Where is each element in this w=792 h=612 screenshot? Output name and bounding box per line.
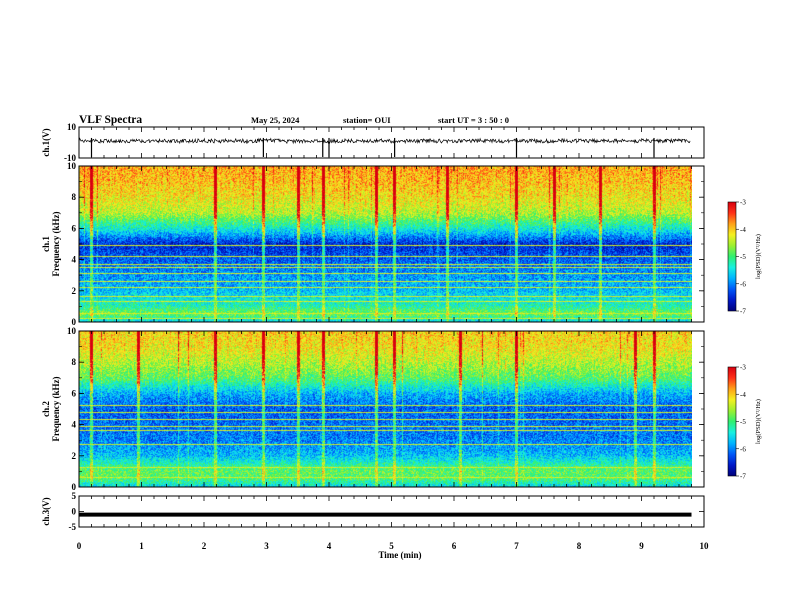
- ch2-colorbar: [727, 366, 737, 477]
- wave1-ytick-label: -10: [64, 153, 76, 163]
- wave3-ytick-label: -5: [69, 522, 77, 532]
- station-label: station= OUI: [343, 115, 391, 125]
- x-tick-label: 6: [452, 541, 457, 551]
- spec1-ylabel: ch.1: [41, 236, 51, 252]
- spec1-ylabel: Frequency (kHz): [51, 211, 61, 276]
- figure-title: VLF Spectra: [79, 114, 142, 126]
- spec1-ytick-label: 8: [72, 192, 77, 202]
- x-tick-label: 1: [139, 541, 144, 551]
- date-label: May 25, 2024: [251, 115, 300, 125]
- ch1-colorbar-tick-label: -6: [740, 280, 746, 288]
- ch1-colorbar: [727, 201, 737, 312]
- ch2-colorbar-tick-label: -6: [740, 445, 746, 453]
- wave1-ylabel: ch.1(V): [41, 128, 51, 156]
- x-tick-label: 9: [639, 541, 644, 551]
- ch1-colorbar-tick-label: -4: [740, 226, 746, 234]
- x-tick-label: 10: [700, 541, 710, 551]
- x-tick-label: 0: [77, 541, 82, 551]
- x-tick-label: 2: [202, 541, 207, 551]
- wave3-ylabel: ch.3(V): [41, 497, 51, 525]
- spec1-ytick-label: 2: [72, 286, 77, 296]
- ch1-colorbar-tick-label: -3: [740, 199, 746, 207]
- ch2-colorbar-label: log(PSD)(V²/Hz): [755, 399, 762, 444]
- ch2-spectrogram-image: [79, 331, 692, 487]
- spec2-ylabel: Frequency (kHz): [51, 376, 61, 441]
- ch1-spectrogram-image: [79, 166, 692, 322]
- spec2-ytick-label: 8: [72, 357, 77, 367]
- spec1-ytick-label: 6: [72, 223, 77, 233]
- ch2-spectrogram-panel: [79, 331, 692, 487]
- spec1-ytick-label: 4: [72, 255, 77, 265]
- wave1-ytick-label: 10: [67, 122, 77, 132]
- ch2-colorbar-tick-label: -3: [740, 364, 746, 372]
- spec2-ytick-label: 2: [72, 451, 77, 461]
- spec2-ytick-label: 0: [72, 482, 77, 492]
- ch1-colorbar-label: log(PSD)(V²/Hz): [755, 234, 762, 279]
- spec1-ytick-label: 0: [72, 317, 77, 327]
- x-tick-label: 8: [577, 541, 582, 551]
- start-ut-label: start UT = 3 : 50 : 0: [438, 115, 509, 125]
- spec2-ytick-label: 10: [67, 326, 77, 336]
- spec2-ytick-label: 6: [72, 388, 77, 398]
- x-tick-label: 5: [389, 541, 394, 551]
- ch2-colorbar-tick-label: -5: [740, 418, 746, 426]
- spec2-ylabel: ch.2: [41, 401, 51, 417]
- ch1-colorbar-tick-label: -7: [740, 308, 746, 316]
- x-axis-label: Time (min): [378, 550, 421, 560]
- x-tick-label: 4: [327, 541, 332, 551]
- wave3-ytick-label: 5: [72, 491, 77, 501]
- colorbars: -3 -4 -5 -6 -7 log(PSD)(V²/Hz) -3 -4 -5 -6 -7 log(P…: [727, 199, 762, 481]
- ch1-waveform-line: [78, 137, 691, 145]
- ch1-spectrogram-panel: [79, 166, 692, 322]
- spec1-ytick-label: 10: [67, 161, 77, 171]
- x-tick-label: 3: [264, 541, 269, 551]
- ch1-waveform-panel: [78, 137, 691, 157]
- x-tick-label: 7: [514, 541, 519, 551]
- ch1-colorbar-tick-label: -5: [740, 253, 746, 261]
- spec2-ytick-label: 4: [72, 420, 77, 430]
- ch2-colorbar-tick-label: -4: [740, 391, 746, 399]
- ch2-colorbar-tick-label: -7: [740, 473, 746, 481]
- wave3-ytick-label: 0: [72, 507, 77, 517]
